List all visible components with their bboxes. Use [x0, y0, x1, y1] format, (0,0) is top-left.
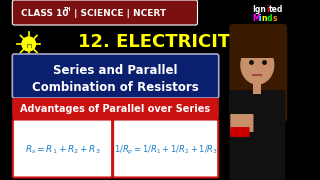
- Text: ted: ted: [269, 4, 283, 14]
- Text: i: i: [258, 14, 261, 22]
- FancyBboxPatch shape: [229, 90, 285, 180]
- Text: 12. ELECTRICITY: 12. ELECTRICITY: [78, 33, 244, 51]
- FancyBboxPatch shape: [229, 24, 287, 122]
- Text: d: d: [267, 14, 272, 22]
- Text: Ign: Ign: [252, 4, 266, 14]
- FancyBboxPatch shape: [233, 26, 283, 58]
- Text: TH: TH: [64, 6, 72, 12]
- Text: n: n: [261, 14, 267, 22]
- Text: i: i: [266, 4, 268, 14]
- Text: Combination of Resistors: Combination of Resistors: [32, 80, 199, 93]
- Text: $R_s = R_1 + R_2 + R_3$: $R_s = R_1 + R_2 + R_3$: [25, 144, 100, 156]
- FancyBboxPatch shape: [230, 127, 250, 137]
- FancyBboxPatch shape: [12, 54, 219, 98]
- FancyBboxPatch shape: [230, 114, 253, 132]
- FancyBboxPatch shape: [253, 82, 261, 94]
- Text: M: M: [252, 14, 260, 22]
- Circle shape: [22, 37, 36, 51]
- Ellipse shape: [241, 46, 274, 84]
- FancyBboxPatch shape: [113, 120, 218, 177]
- Text: Advantages of Parallel over Series: Advantages of Parallel over Series: [20, 104, 211, 114]
- FancyBboxPatch shape: [13, 98, 218, 118]
- FancyBboxPatch shape: [12, 0, 197, 25]
- Text: Series and Parallel: Series and Parallel: [53, 64, 178, 76]
- Text: CLASS 10: CLASS 10: [21, 8, 68, 17]
- Text: | SCIENCE | NCERT: | SCIENCE | NCERT: [71, 8, 166, 17]
- FancyBboxPatch shape: [13, 120, 112, 177]
- Text: $1/R_p = 1/R_1 + 1/R_2 + 1/R_3$: $1/R_p = 1/R_1 + 1/R_2 + 1/R_3$: [114, 143, 218, 157]
- Text: s: s: [273, 14, 277, 22]
